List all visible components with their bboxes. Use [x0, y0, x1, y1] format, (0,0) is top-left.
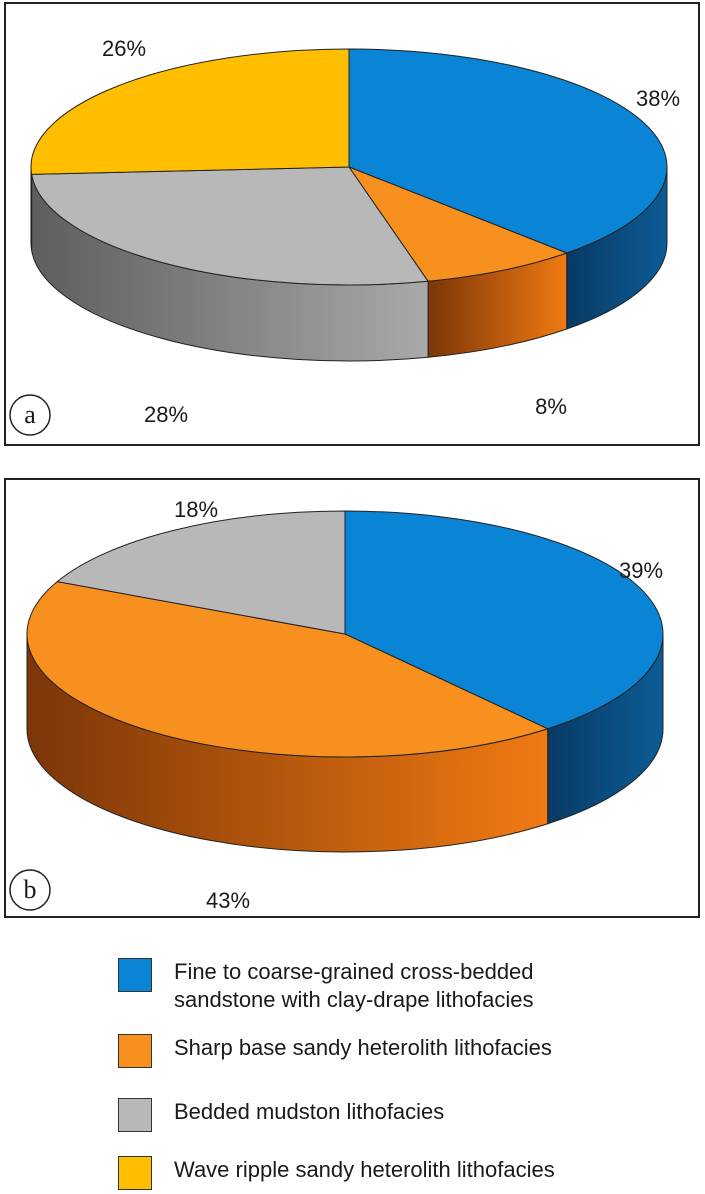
legend-swatch — [118, 1156, 152, 1190]
pie-label-wave-ripple-sandy-heterolith-lithofacies: 26% — [102, 36, 146, 61]
pie-slice-bedded-mudston-lithofacies — [56, 510, 346, 635]
panel-marker-label: a — [24, 400, 36, 429]
pie-slice-fine-to-coarse-grained-cross-bedded-sandstone-with-clay-drape-lithofacies — [344, 510, 664, 730]
legend-label: Wave ripple sandy heterolith lithofacies — [174, 1157, 555, 1182]
pie-slice-sharp-base-sandy-heterolith-lithofacies — [347, 165, 569, 282]
pie-label-sharp-base-sandy-heterolith-lithofacies: 8% — [535, 394, 567, 419]
pie-label-bedded-mudston-lithofacies: 18% — [174, 497, 218, 522]
panel-marker-circle — [9, 394, 51, 436]
legend-label: Bedded mudston lithofacies — [174, 1099, 445, 1124]
panel-marker-circle — [9, 869, 51, 911]
panel-marker-label: b — [24, 875, 37, 904]
pie-slice-bedded-mudston-lithofacies — [31, 166, 429, 286]
legend-item-wave-ripple-heterolith: Wave ripple sandy heterolith lithofacies — [118, 1156, 555, 1190]
legend-label: Fine to coarse-grained cross-bedded sand… — [174, 959, 534, 1012]
pie-label-fine-to-coarse-grained-cross-bedded-sandstone-with-clay-drape-lithofacies: 38% — [636, 86, 680, 111]
pie-label-bedded-mudston-lithofacies: 28% — [144, 402, 188, 427]
legend-item-bedded-mudston: Bedded mudston lithofacies — [118, 1098, 444, 1132]
legend-item-sharp-base-heterolith: Sharp base sandy heterolith lithofacies — [118, 1034, 552, 1068]
pie-slice-fine-to-coarse-grained-cross-bedded-sandstone-with-clay-drape-lithofacies — [348, 48, 668, 254]
pie-slice-sharp-base-sandy-heterolith-lithofacies — [26, 581, 550, 758]
legend-swatch — [118, 1098, 152, 1132]
legend-swatch — [118, 1034, 152, 1068]
pie-chart-a-svg: 38% 8% 28% 26% a — [9, 36, 680, 436]
pie-label-fine-to-coarse-grained-cross-bedded-sandstone-with-clay-drape-lithofacies: 39% — [619, 558, 663, 583]
pie-slice-wave-ripple-sandy-heterolith-lithofacies — [30, 48, 350, 175]
pie-chart-b: 39% 43% 18% b — [4, 478, 700, 918]
pie-side-wave-ripple-sandy-heterolith-lithofacies — [30, 166, 33, 251]
pie-chart-b-svg: 39% 43% 18% b — [9, 497, 664, 913]
legend-swatch — [118, 958, 152, 992]
legend-item-fine-sandstone: Fine to coarse-grained cross-bedded sand… — [118, 958, 534, 1014]
pie-label-sharp-base-sandy-heterolith-lithofacies: 43% — [206, 888, 250, 913]
legend-label: Sharp base sandy heterolith lithofacies — [174, 1035, 552, 1060]
pie-chart-a: 38% 8% 28% 26% a — [4, 2, 700, 446]
